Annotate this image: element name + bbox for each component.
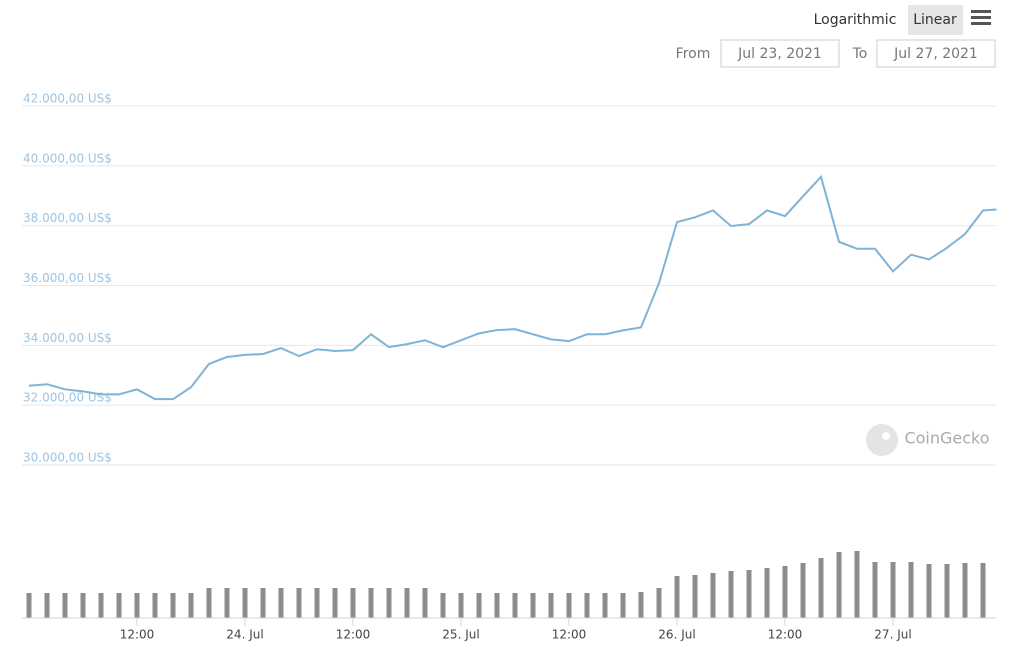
linear-button-bg[interactable] — [908, 5, 963, 35]
y-tick-label: 30.000,00 US$ — [23, 451, 112, 465]
y-tick-label: 36.000,00 US$ — [23, 271, 112, 285]
volume-bar — [476, 593, 482, 618]
watermark: CoinGecko — [904, 429, 989, 448]
volume-bar — [908, 562, 914, 618]
volume-bar — [656, 588, 662, 618]
volume-bar — [26, 593, 32, 618]
volume-bar — [386, 588, 392, 618]
volume-bar — [458, 593, 464, 618]
volume-bar — [44, 593, 50, 618]
volume-bar — [782, 566, 788, 618]
volume-bar — [602, 593, 608, 618]
price-line — [28, 174, 997, 401]
volume-bar — [512, 593, 518, 618]
volume-bar — [404, 588, 410, 618]
volume-bar — [188, 593, 194, 618]
volume-bar — [80, 593, 86, 618]
volume-bar — [368, 588, 374, 618]
volume-bar — [296, 588, 302, 618]
volume-bar — [224, 588, 230, 618]
x-tick-label: 12:00 — [552, 628, 587, 642]
menu-bar — [971, 22, 991, 25]
volume-bar — [818, 558, 824, 618]
volume-bar — [674, 576, 680, 618]
volume-bar — [710, 573, 716, 618]
to-date: Jul 27, 2021 — [893, 46, 978, 62]
y-tick-label: 42.000,00 US$ — [23, 92, 112, 106]
volume-bar — [836, 552, 842, 618]
menu-bar — [971, 16, 991, 19]
volume-bar — [926, 564, 932, 618]
watermark-logo-eye — [882, 432, 890, 440]
y-tick-label: 32.000,00 US$ — [23, 391, 112, 405]
volume-bar — [746, 570, 752, 618]
volume-bar — [584, 593, 590, 618]
x-tick-label: 26. Jul — [658, 628, 695, 642]
volume-bar — [134, 593, 140, 618]
y-tick-label: 40.000,00 US$ — [23, 151, 112, 165]
x-tick-label: 24. Jul — [226, 628, 263, 642]
volume-bar — [152, 593, 158, 618]
x-tick-label: 25. Jul — [442, 628, 479, 642]
volume-bar — [566, 593, 572, 618]
logarithmic-button[interactable]: Logarithmic — [814, 12, 897, 28]
volume-bar — [62, 593, 68, 618]
volume-bar — [242, 588, 248, 618]
x-tick-label: 27. Jul — [874, 628, 911, 642]
volume-bar — [422, 588, 428, 618]
to-label: To — [852, 46, 868, 62]
volume-bar — [98, 593, 104, 618]
from-date: Jul 23, 2021 — [737, 46, 822, 62]
volume-bar — [350, 588, 356, 618]
y-tick-label: 38.000,00 US$ — [23, 211, 112, 225]
volume-bar — [620, 593, 626, 618]
volume-bar — [278, 588, 284, 618]
volume-bar — [800, 563, 806, 618]
volume-bar — [944, 564, 950, 618]
volume-bar — [962, 563, 968, 618]
volume-bar — [872, 562, 878, 618]
volume-bar — [206, 588, 212, 618]
volume-bar — [728, 571, 734, 618]
linear-button[interactable]: Linear — [913, 12, 957, 28]
menu-bar — [971, 10, 991, 13]
volume-bar — [440, 593, 446, 618]
from-input[interactable] — [720, 39, 840, 68]
x-tick-label: 12:00 — [120, 628, 155, 642]
to-input[interactable] — [876, 39, 996, 68]
volume-bar — [764, 568, 770, 618]
volume-bar — [980, 563, 986, 618]
y-tick-label: 34.000,00 US$ — [23, 331, 112, 345]
volume-bar — [638, 592, 644, 618]
x-tick-label: 12:00 — [336, 628, 371, 642]
volume-bar — [332, 588, 338, 618]
volume-bar — [692, 575, 698, 618]
volume-bar — [548, 593, 554, 618]
x-tick-label: 12:00 — [768, 628, 803, 642]
volume-bar — [314, 588, 320, 618]
volume-bar — [170, 593, 176, 618]
volume-bar — [890, 562, 896, 618]
watermark-logo — [866, 424, 898, 456]
volume-bar — [260, 588, 266, 618]
volume-bar — [494, 593, 500, 618]
volume-bar — [116, 593, 122, 618]
from-label: From — [676, 46, 711, 62]
menu-icon[interactable] — [971, 10, 991, 25]
volume-bar — [854, 551, 860, 618]
volume-bar — [530, 593, 536, 618]
